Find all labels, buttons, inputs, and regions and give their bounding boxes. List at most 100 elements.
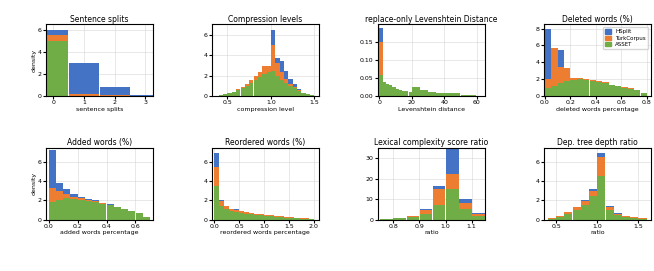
Bar	[446, 148, 458, 175]
Bar	[444, 93, 460, 96]
Bar	[545, 29, 551, 79]
Bar	[294, 218, 299, 220]
Bar	[621, 87, 628, 88]
X-axis label: reordered words percentage: reordered words percentage	[220, 230, 310, 235]
Bar	[234, 209, 239, 210]
Bar	[379, 75, 383, 96]
Bar	[564, 214, 572, 220]
Bar	[107, 204, 114, 205]
Bar	[63, 189, 71, 194]
Bar	[262, 66, 267, 74]
Bar	[609, 85, 615, 96]
Bar	[249, 83, 254, 96]
Bar	[396, 89, 399, 96]
Bar	[310, 95, 315, 96]
Bar	[219, 200, 224, 201]
Bar	[641, 93, 647, 96]
Bar	[284, 217, 289, 218]
Bar	[249, 80, 254, 83]
Bar	[436, 93, 444, 96]
Bar	[615, 86, 621, 96]
Bar	[56, 183, 63, 191]
Bar	[589, 189, 597, 191]
Y-axis label: density: density	[31, 172, 36, 195]
Bar	[223, 94, 228, 96]
Bar	[551, 86, 558, 96]
Bar	[269, 216, 274, 220]
Bar	[596, 81, 602, 82]
Bar	[402, 91, 405, 96]
Bar	[412, 87, 420, 96]
Bar	[254, 76, 258, 80]
Bar	[460, 95, 477, 96]
Bar	[267, 66, 271, 72]
Bar	[143, 217, 150, 220]
Bar	[564, 68, 570, 81]
Bar	[428, 92, 436, 96]
Bar	[219, 201, 224, 206]
X-axis label: added words percentage: added words percentage	[60, 230, 139, 235]
Bar	[297, 91, 301, 96]
Bar	[259, 215, 264, 220]
Bar	[293, 87, 297, 88]
Title: Deleted words (%): Deleted words (%)	[562, 15, 632, 24]
Bar	[236, 89, 241, 90]
Bar	[577, 79, 583, 96]
Bar	[379, 28, 383, 42]
Bar	[63, 194, 71, 198]
Title: Lexical complexity score ratio: Lexical complexity score ratio	[374, 138, 489, 147]
Bar	[613, 214, 622, 215]
Title: Compression levels: Compression levels	[228, 15, 302, 24]
Bar	[280, 61, 284, 72]
Bar	[433, 186, 445, 189]
Bar	[306, 94, 310, 96]
Bar	[262, 74, 267, 96]
Bar	[583, 79, 589, 80]
Bar	[215, 186, 219, 220]
Bar	[236, 90, 241, 96]
Bar	[638, 218, 647, 220]
Bar	[267, 72, 271, 96]
Bar	[39, 36, 69, 41]
Bar	[597, 157, 606, 176]
Bar	[249, 213, 254, 214]
Bar	[258, 77, 262, 96]
Bar	[271, 30, 275, 45]
Bar	[271, 45, 275, 70]
Bar	[92, 200, 99, 201]
Bar	[304, 218, 309, 219]
Bar	[602, 83, 609, 96]
Bar	[114, 207, 121, 220]
Bar	[589, 196, 597, 220]
Bar	[288, 79, 292, 84]
Bar	[381, 219, 393, 220]
Bar	[304, 219, 309, 220]
Bar	[564, 212, 572, 214]
Bar	[606, 206, 613, 207]
Bar	[383, 82, 386, 96]
Bar	[558, 50, 564, 67]
Bar	[301, 93, 305, 96]
Bar	[99, 203, 107, 204]
Bar	[597, 176, 606, 220]
Bar	[78, 196, 85, 198]
Bar	[49, 150, 56, 188]
Bar	[630, 218, 638, 220]
Bar	[219, 206, 224, 220]
Bar	[244, 212, 249, 214]
Bar	[581, 205, 589, 220]
Bar	[590, 80, 596, 81]
Bar	[564, 81, 570, 96]
Bar	[232, 92, 236, 96]
Title: Sentence splits: Sentence splits	[70, 15, 129, 24]
Bar	[556, 217, 564, 220]
Bar	[558, 83, 564, 96]
Bar	[135, 213, 143, 220]
Bar	[284, 79, 288, 83]
Bar	[224, 206, 229, 209]
Bar	[293, 84, 297, 87]
Y-axis label: density: density	[31, 49, 36, 72]
Bar	[284, 218, 289, 220]
Bar	[284, 70, 288, 79]
Bar	[583, 80, 589, 96]
